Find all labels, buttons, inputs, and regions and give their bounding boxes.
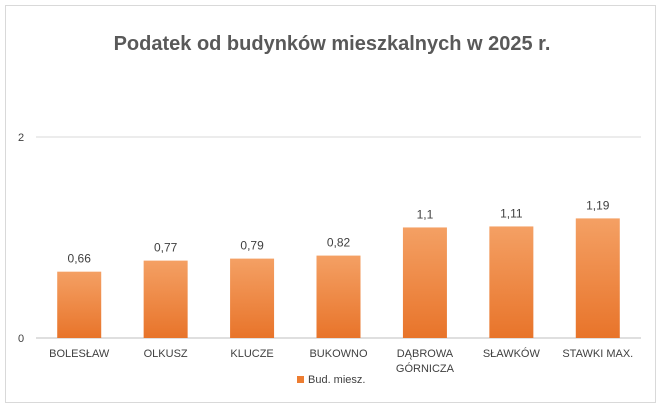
category-label: STAWKI MAX. — [562, 348, 633, 360]
category-label: GÓRNICZA — [396, 362, 455, 375]
category-label: BOLESŁAW — [49, 348, 110, 360]
data-label: 1,19 — [586, 198, 610, 212]
category-label: BUKOWNO — [309, 348, 368, 360]
chart-frame: Podatek od budynków mieszkalnych w 2025 … — [5, 5, 656, 403]
data-labels: 0,66 0,77 0,79 0,82 1,1 1,11 1,19 — [68, 198, 610, 265]
y-tick-label: 0 — [18, 333, 24, 345]
bar — [230, 258, 275, 338]
legend-label: Bud. miesz. — [308, 374, 365, 386]
data-label: 0,79 — [240, 239, 264, 253]
bar — [575, 218, 620, 338]
legend-swatch — [297, 376, 304, 383]
bar — [489, 226, 534, 338]
bar — [57, 271, 102, 338]
category-label: KLUCZE — [230, 348, 273, 360]
data-label: 1,1 — [417, 207, 434, 221]
x-axis-categories: BOLESŁAW OLKUSZ KLUCZE BUKOWNO DĄBROWA GÓRNIC… — [49, 347, 633, 375]
legend: Bud. miesz. — [297, 374, 365, 386]
y-tick-label: 2 — [18, 132, 24, 144]
category-label: SŁAWKÓW — [483, 347, 541, 360]
bars — [57, 218, 620, 338]
chart-title: Podatek od budynków mieszkalnych w 2025 … — [114, 33, 551, 55]
category-label: OLKUSZ — [144, 348, 188, 360]
bar — [143, 260, 188, 338]
data-label: 0,66 — [68, 252, 92, 266]
bar-chart: Podatek od budynków mieszkalnych w 2025 … — [18, 33, 641, 386]
bar — [402, 227, 447, 338]
data-label: 0,77 — [154, 241, 178, 255]
y-axis-ticks: 02 — [18, 132, 24, 345]
bar — [316, 255, 361, 338]
category-label: DĄBROWA — [397, 348, 454, 360]
data-label: 0,82 — [327, 236, 351, 250]
data-label: 1,11 — [500, 206, 523, 220]
